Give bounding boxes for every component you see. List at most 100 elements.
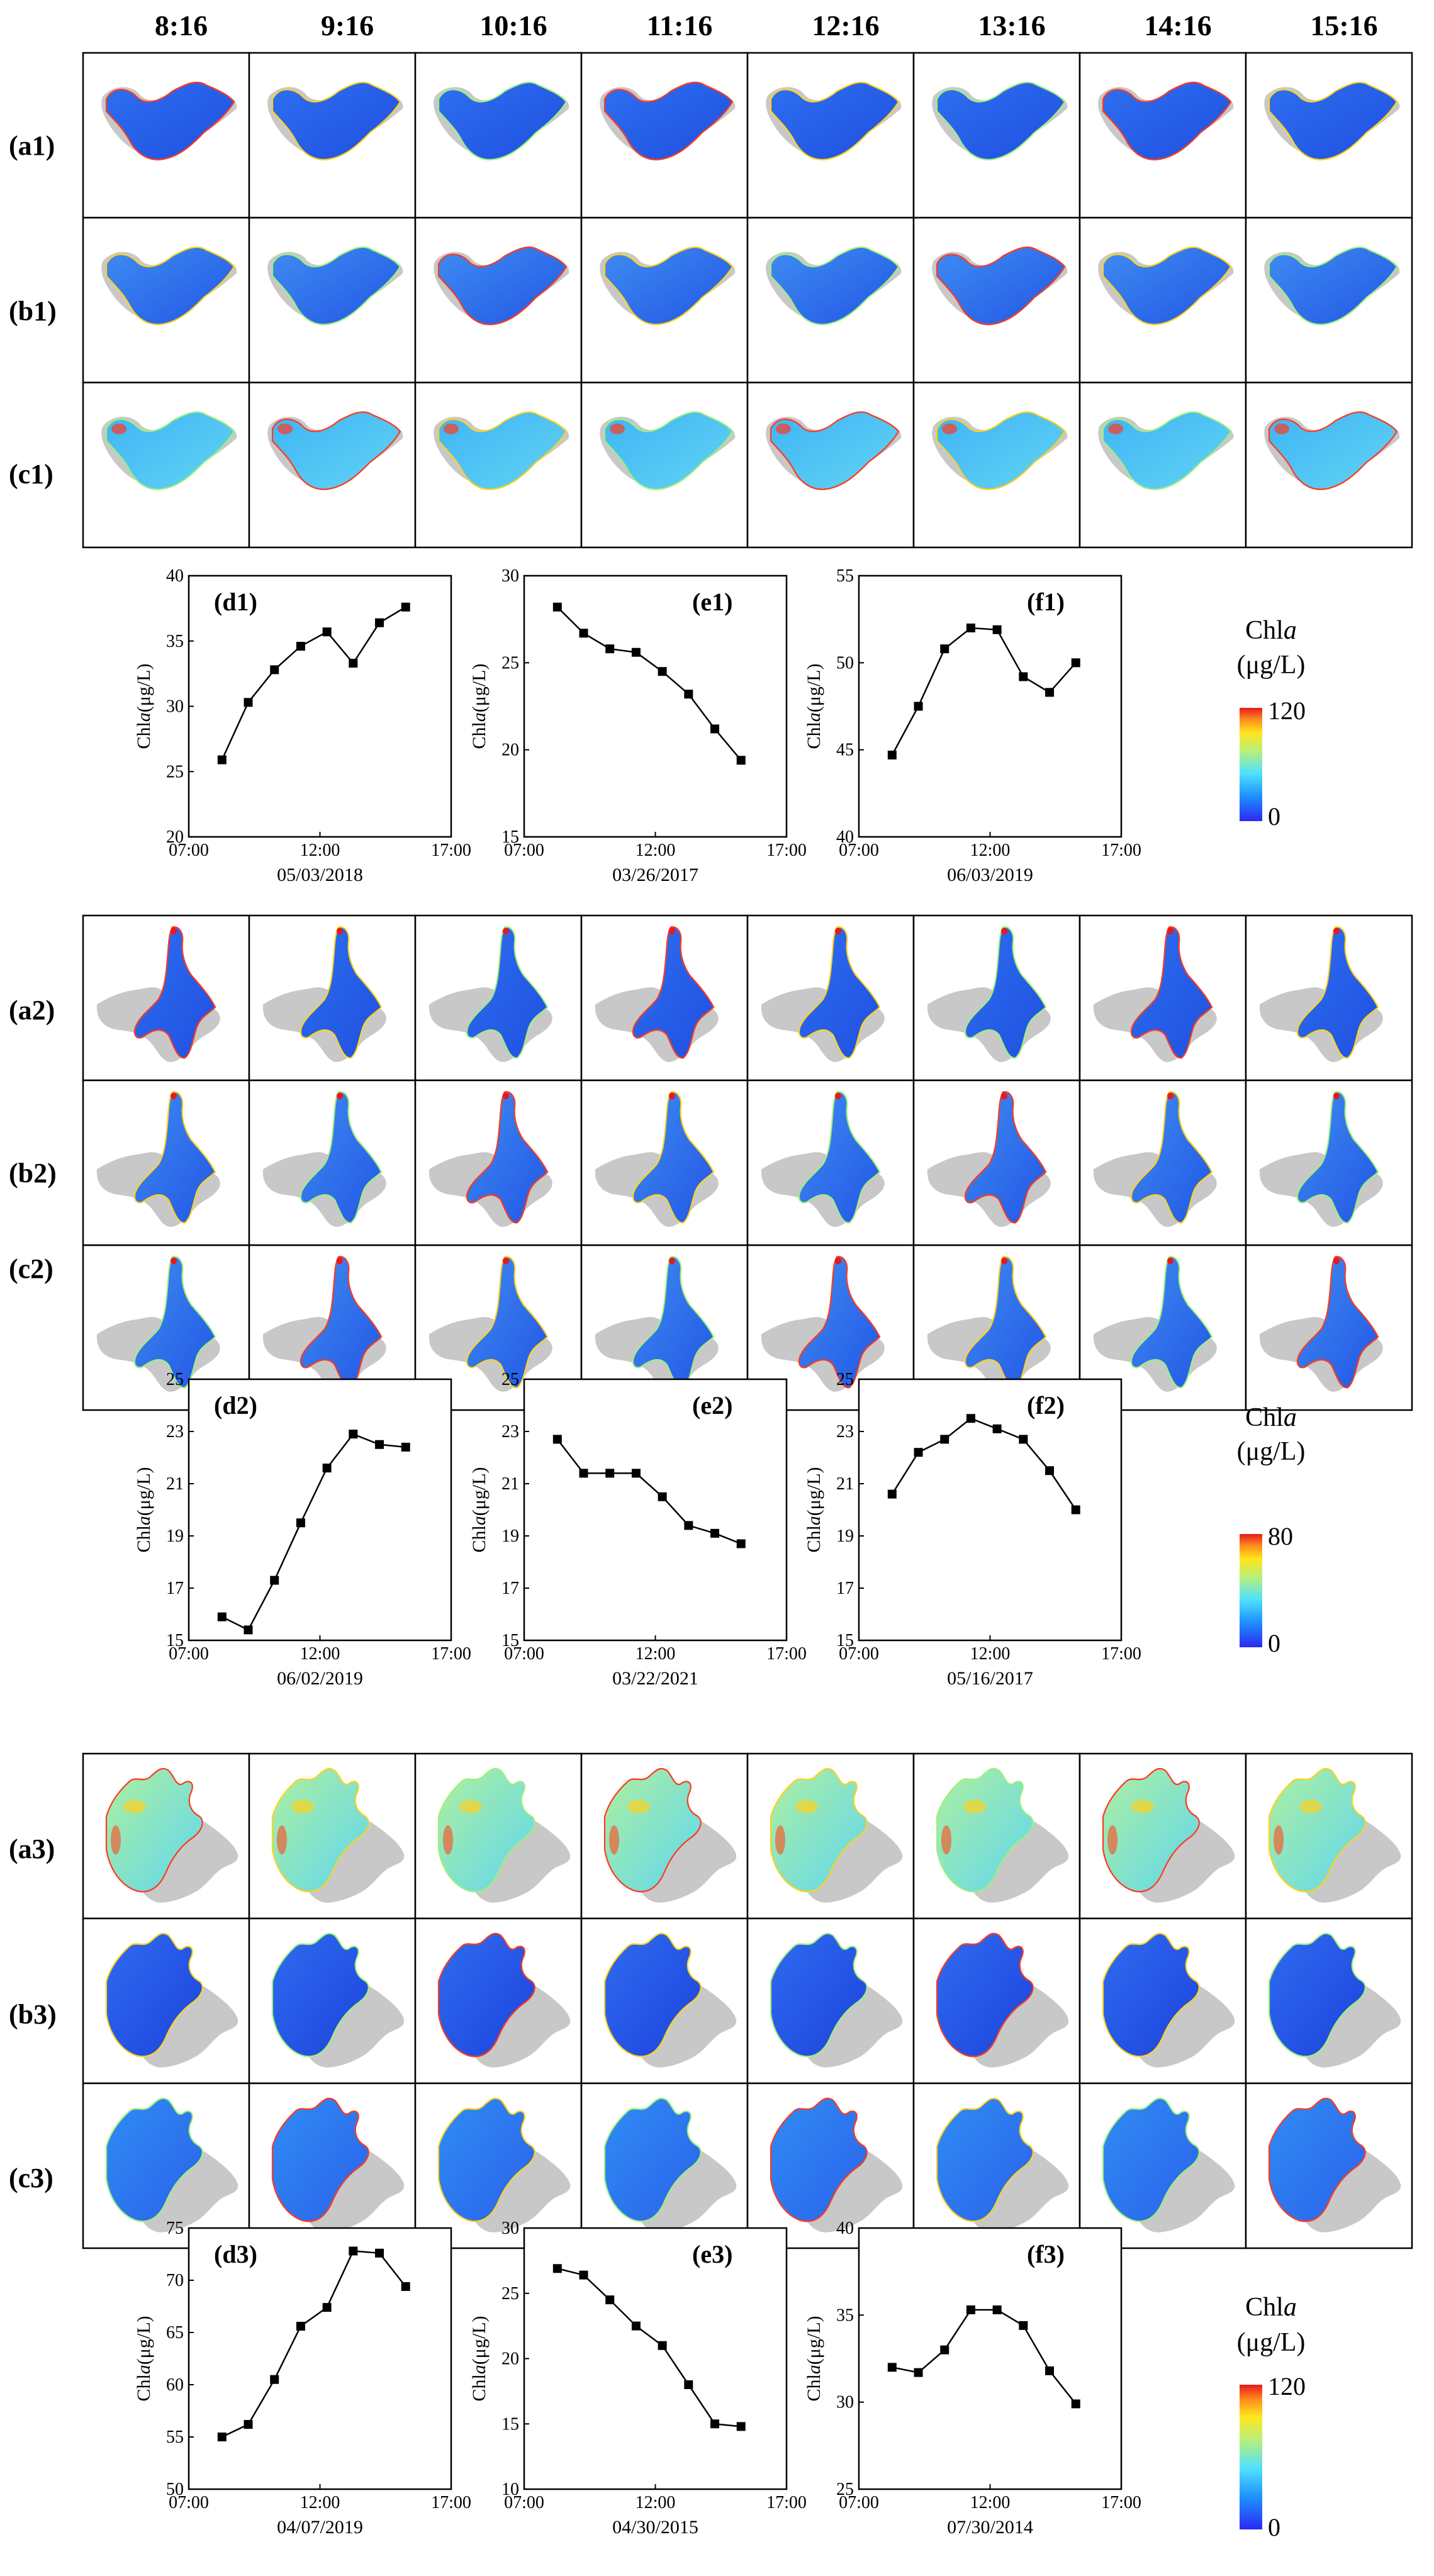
lake-map-panel xyxy=(748,383,914,547)
data-point xyxy=(270,665,279,674)
lake-map-panel xyxy=(1246,1080,1412,1245)
line-chart: 15171921232507:00 12:00 17:00(d2)Chla(μg/L… xyxy=(133,1370,471,1689)
x-tick-label: 07:00 xyxy=(169,2493,209,2512)
data-point xyxy=(1072,1506,1080,1515)
line-chart: 202530354007:00 12:00 17:00(d1)Chla(μg/L)0… xyxy=(133,566,471,885)
data-point xyxy=(710,724,719,733)
colorbar-max-label: 120 xyxy=(1268,697,1306,725)
data-point xyxy=(605,1469,614,1477)
x-tick-label: 07:00 xyxy=(169,1644,209,1664)
colorbar-gradient xyxy=(1240,2385,1262,2529)
date-label: 05/16/2017 xyxy=(947,1668,1033,1689)
lake-map-panel xyxy=(581,916,748,1080)
data-point xyxy=(580,629,588,637)
colorbar-min-label: 0 xyxy=(1268,802,1280,831)
plot-frame xyxy=(524,576,787,837)
data-point xyxy=(1045,2366,1054,2375)
lake-map-panel xyxy=(1080,1754,1246,1918)
x-tick-label: 17:00 xyxy=(766,2493,807,2512)
lake-map-panel xyxy=(1080,53,1246,218)
lake-map-panel xyxy=(1246,1245,1412,1410)
y-tick-label: 70 xyxy=(166,2271,184,2290)
y-tick-label: 21 xyxy=(501,1474,519,1494)
lake-map-panel xyxy=(1246,2083,1412,2248)
panel-label: (d1) xyxy=(214,588,257,616)
y-tick-label: 17 xyxy=(166,1579,184,1598)
data-point xyxy=(888,751,897,759)
lake-map-panel xyxy=(748,1754,914,1918)
data-point xyxy=(914,702,923,711)
data-point xyxy=(737,2422,746,2431)
colorbar-3: Chla (μg/L) 120 0 xyxy=(1237,2293,1306,2541)
lake-map-panel xyxy=(1246,218,1412,383)
lake-map-panel xyxy=(581,1918,748,2083)
plot-frame xyxy=(859,1379,1121,1640)
x-tick-label: 07:00 xyxy=(504,1644,544,1664)
y-tick-label: 23 xyxy=(501,1422,519,1442)
lake-map-panel xyxy=(1080,383,1246,547)
data-point xyxy=(684,690,693,698)
map-row-label: (a1) xyxy=(9,130,55,161)
x-tick-label: 12:00 xyxy=(300,841,340,860)
map-row-label: (b3) xyxy=(9,1999,57,2030)
date-label: 07/30/2014 xyxy=(947,2517,1033,2538)
data-point xyxy=(553,1435,562,1443)
lake-map-panel xyxy=(914,1080,1080,1245)
colorbar-units: (μg/L) xyxy=(1237,1437,1306,1466)
y-tick-label: 65 xyxy=(166,2323,184,2343)
y-axis-label: Chla(μg/L) xyxy=(133,663,154,749)
lake-map-panel xyxy=(1246,916,1412,1080)
panel-label: (e1) xyxy=(692,588,732,616)
lake-map-panel xyxy=(249,1754,415,1918)
y-tick-label: 30 xyxy=(501,2219,519,2238)
colorbar-gradient xyxy=(1240,1534,1262,1647)
data-point xyxy=(966,2305,975,2314)
x-tick-label: 12:00 xyxy=(970,841,1011,860)
line-chart: 1520253007:00 12:00 17:00(e1)Chla(μg/L)03/… xyxy=(469,566,807,885)
y-tick-label: 45 xyxy=(836,741,854,760)
lake-map-panel xyxy=(1246,1918,1412,2083)
data-point xyxy=(401,1443,410,1452)
y-tick-label: 25 xyxy=(501,2284,519,2304)
x-tick-label: 17:00 xyxy=(766,1644,807,1664)
lake-map-panel xyxy=(83,1080,249,1245)
y-tick-label: 19 xyxy=(166,1526,184,1546)
y-axis-label: Chla(μg/L) xyxy=(133,2316,154,2401)
data-point xyxy=(940,1435,949,1443)
data-point xyxy=(323,627,332,636)
data-point xyxy=(349,659,357,668)
y-tick-label: 20 xyxy=(501,741,519,760)
colorbar-title: Chla xyxy=(1245,2293,1297,2322)
y-axis-label: Chla(μg/L) xyxy=(469,663,490,749)
lake-map-panel xyxy=(83,916,249,1080)
y-axis-label: Chla(μg/L) xyxy=(469,2316,490,2401)
colorbar-max-label: 120 xyxy=(1268,2372,1306,2400)
data-point xyxy=(1072,658,1080,667)
data-point xyxy=(296,2322,305,2331)
data-point xyxy=(244,2420,253,2429)
map-row-label: (a3) xyxy=(9,1834,55,1864)
time-header: 8:16 xyxy=(155,9,208,42)
map-row-label: (c3) xyxy=(9,2163,53,2193)
lake-map-panel xyxy=(914,383,1080,547)
lake-map-panel xyxy=(581,383,748,547)
map-row-label: (c2) xyxy=(9,1253,53,1284)
lake-map-panel xyxy=(914,53,1080,218)
date-label: 06/03/2019 xyxy=(947,865,1033,885)
data-point xyxy=(710,2419,719,2428)
data-point xyxy=(580,1469,588,1477)
lake-map-panel xyxy=(249,383,415,547)
data-point xyxy=(244,1625,253,1634)
x-tick-label: 07:00 xyxy=(839,841,879,860)
y-tick-label: 55 xyxy=(836,566,854,586)
data-point xyxy=(632,2322,641,2331)
lake-map-panel xyxy=(581,1080,748,1245)
x-tick-label: 12:00 xyxy=(636,841,676,860)
time-header: 13:16 xyxy=(978,9,1045,42)
line-chart: 15171921232507:00 12:00 17:00(f2)Chla(μg/L… xyxy=(804,1370,1141,1689)
x-tick-label: 07:00 xyxy=(169,841,209,860)
data-point xyxy=(658,1492,667,1501)
lake-map-panel xyxy=(581,2083,748,2248)
y-axis-label: Chla(μg/L) xyxy=(804,2316,824,2401)
y-tick-label: 19 xyxy=(836,1526,854,1546)
